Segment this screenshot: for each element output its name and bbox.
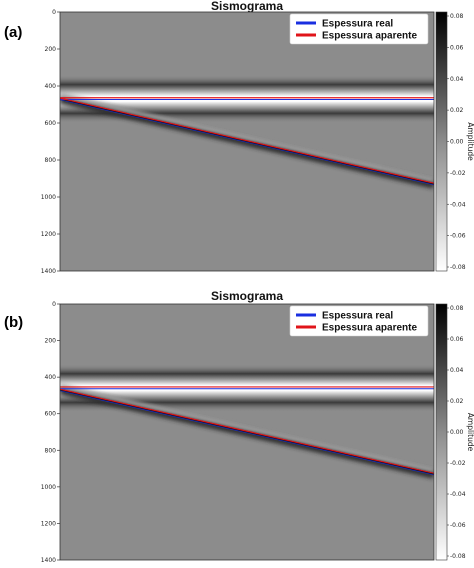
legend-label: Espessura real [322, 311, 393, 322]
dipping-reflector-core [60, 97, 434, 186]
colorbar-tick-label: 0.02 [450, 107, 464, 114]
chart-title: Sismograma [211, 0, 283, 13]
y-tick-label: 0 [52, 301, 56, 308]
seismic-image [60, 12, 434, 271]
dipping-reflector-highlight [60, 93, 434, 183]
y-tick-label: 800 [45, 447, 57, 454]
y-tick-label: 1200 [41, 231, 56, 238]
series-line [60, 97, 434, 184]
colorbar-tick-label: -0.04 [450, 201, 466, 208]
colorbar-tick-label: 0.00 [450, 139, 464, 146]
legend-label: Espessura real [322, 19, 393, 30]
colorbar-tick-label: -0.02 [450, 460, 466, 467]
y-tick-label: 400 [45, 83, 57, 90]
colorbar-tick-label: -0.04 [450, 491, 466, 498]
legend-label: Espessura aparente [322, 323, 417, 334]
colorbar-tick-label: 0.08 [450, 13, 464, 20]
y-tick-label: 200 [45, 46, 57, 53]
seismic-image [60, 304, 434, 560]
y-tick-label: 0 [52, 9, 56, 16]
colorbar-tick-label: 0.04 [450, 367, 464, 374]
colorbar-tick-label: 0.00 [450, 429, 464, 436]
y-tick-label: 600 [45, 120, 57, 127]
panel-a: (a) Sismograma 0 200 400 600 800 1000 1200 1400 E… [4, 0, 474, 275]
colorbar-tick-label: 0.06 [450, 44, 464, 51]
colorbar-tick-label: -0.02 [450, 170, 466, 177]
y-tick-label: 200 [45, 338, 57, 345]
y-tick-label: 1000 [41, 484, 56, 491]
series-line [60, 388, 434, 474]
y-tick-label: 1200 [41, 520, 56, 527]
colorbar-label: Amplitude [466, 122, 474, 161]
panel-label: (b) [4, 314, 24, 331]
seismogram-chart-a: Sismograma 0 200 400 600 800 1000 1200 1400 Espes… [41, 0, 474, 275]
colorbar-tick-label: 0.02 [450, 398, 464, 405]
panel-b: (b) Sismograma 0 200 400 600 800 1000 1200 1400 E… [0, 284, 474, 568]
seismogram-chart-b: Sismograma 0 200 400 600 800 1000 1200 1400 Espes… [41, 289, 474, 564]
colorbar-tick-label: -0.06 [450, 233, 466, 240]
panel-label: (a) [4, 24, 23, 41]
colorbar-label: Amplitude [466, 413, 474, 452]
legend-label: Espessura aparente [322, 31, 417, 42]
series-line [60, 99, 434, 186]
colorbar-tick-label: 0.06 [450, 336, 464, 343]
colorbar-tick-label: 0.08 [450, 305, 464, 312]
y-tick-label: 1000 [41, 194, 56, 201]
chart-title: Sismograma [211, 289, 283, 303]
y-tick-label: 1400 [41, 268, 56, 275]
colorbar-tick-label: -0.06 [450, 522, 466, 529]
legend-box [289, 305, 429, 337]
plot-frame [59, 303, 435, 561]
colorbar-tick-label: -0.08 [450, 264, 466, 271]
colorbar [435, 303, 448, 561]
series-line [60, 390, 434, 476]
y-tick-label: 400 [45, 374, 57, 381]
y-tick-label: 800 [45, 157, 57, 164]
colorbar [435, 11, 448, 272]
dipping-reflector-highlight [60, 384, 434, 473]
dipping-reflector-core [60, 388, 434, 476]
plot-frame [59, 11, 435, 272]
colorbar-tick-label: -0.08 [450, 553, 466, 560]
y-tick-label: 1400 [41, 557, 56, 564]
colorbar-tick-label: 0.04 [450, 76, 464, 83]
legend-box [289, 13, 429, 45]
y-tick-label: 600 [45, 411, 57, 418]
